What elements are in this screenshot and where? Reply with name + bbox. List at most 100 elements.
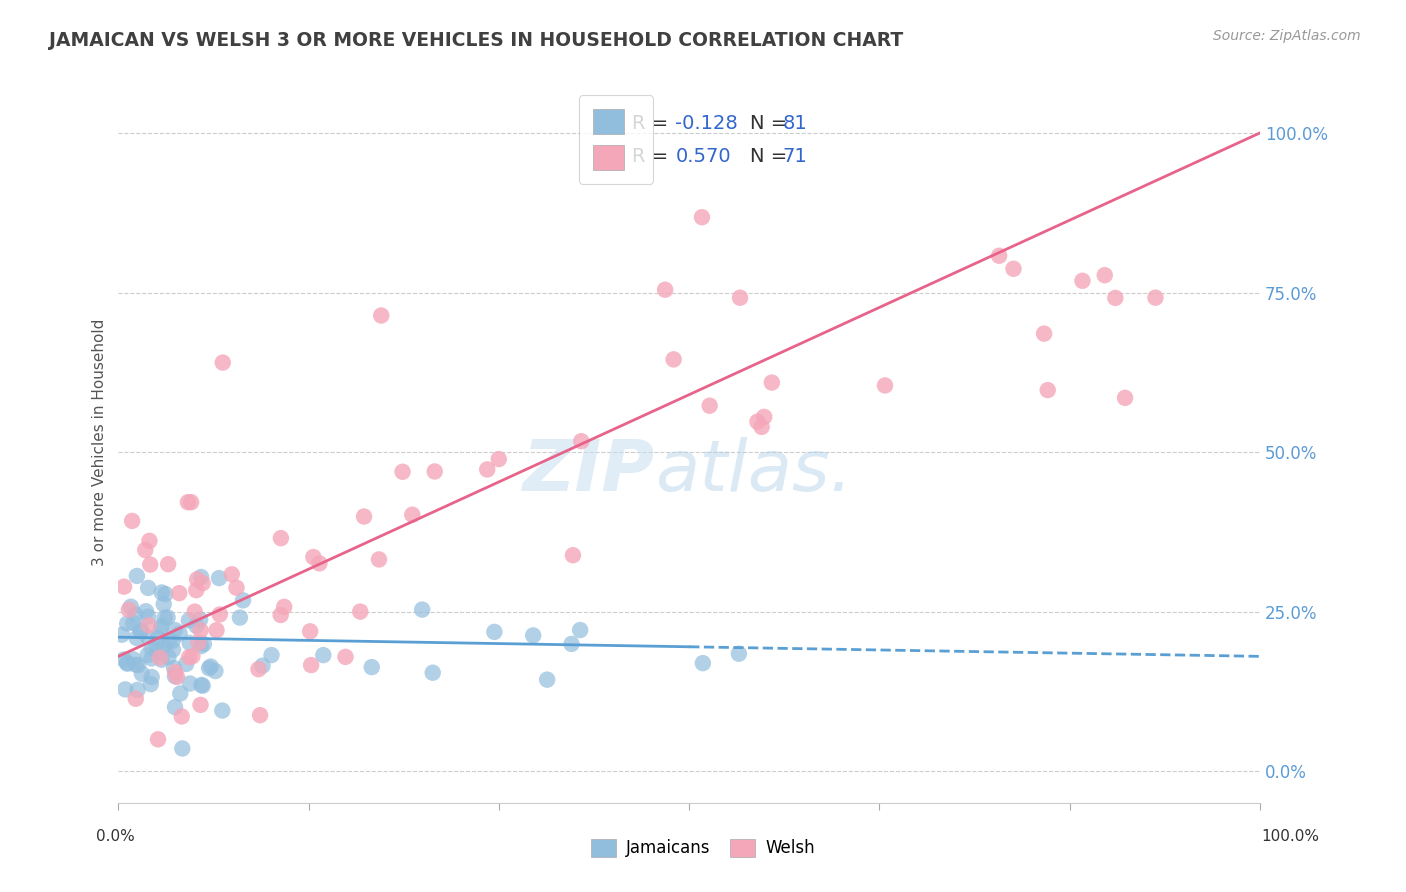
Text: Source: ZipAtlas.com: Source: ZipAtlas.com: [1213, 29, 1361, 43]
Point: [131, 666, 153, 681]
Point: [190, 639, 212, 653]
Point: [162, 634, 184, 648]
Point: [146, 644, 169, 658]
Point: [114, 682, 136, 697]
Text: 0.570: 0.570: [675, 147, 731, 166]
Point: [249, 708, 271, 723]
Point: [211, 704, 233, 718]
Point: [401, 508, 423, 522]
Point: [1033, 326, 1056, 341]
Point: [200, 659, 222, 673]
Point: [136, 609, 159, 624]
Point: [569, 434, 592, 449]
Point: [654, 283, 676, 297]
Point: [728, 647, 751, 661]
Point: [134, 543, 156, 558]
Point: [747, 415, 769, 429]
Point: [190, 678, 212, 692]
Point: [138, 618, 160, 632]
Point: [488, 452, 510, 467]
Point: [181, 649, 204, 664]
Point: [138, 533, 160, 548]
Point: [477, 462, 499, 476]
Point: [177, 495, 200, 509]
Text: 100.0%: 100.0%: [1261, 830, 1319, 844]
Point: [699, 399, 721, 413]
Point: [536, 673, 558, 687]
Point: [188, 612, 211, 626]
Point: [115, 656, 138, 670]
Point: [120, 599, 142, 614]
Point: [150, 619, 173, 633]
Point: [360, 660, 382, 674]
Point: [1104, 291, 1126, 305]
Point: [153, 610, 176, 624]
Point: [335, 649, 357, 664]
Point: [247, 662, 270, 676]
Point: [569, 623, 592, 637]
Point: [139, 677, 162, 691]
Point: [150, 585, 173, 599]
Point: [177, 614, 200, 628]
Point: [186, 572, 208, 586]
Point: [149, 650, 172, 665]
Point: [145, 637, 167, 651]
Point: [125, 691, 148, 706]
Point: [153, 640, 176, 654]
Point: [157, 633, 180, 648]
Point: [162, 642, 184, 657]
Point: [141, 651, 163, 665]
Point: [232, 593, 254, 607]
Point: [118, 602, 141, 616]
Point: [186, 583, 208, 598]
Point: [187, 635, 209, 649]
Point: [561, 637, 583, 651]
Point: [299, 658, 322, 673]
Point: [662, 352, 685, 367]
Point: [117, 657, 139, 671]
Point: [208, 607, 231, 622]
Point: [1036, 383, 1059, 397]
Point: [411, 602, 433, 616]
Point: [1002, 261, 1025, 276]
Point: [183, 605, 205, 619]
Point: [136, 648, 159, 662]
Point: [299, 624, 322, 639]
Point: [190, 570, 212, 584]
Point: [112, 652, 135, 666]
Point: [728, 291, 751, 305]
Point: [121, 514, 143, 528]
Point: [146, 732, 169, 747]
Text: 71: 71: [783, 147, 807, 166]
Point: [163, 661, 186, 675]
Point: [167, 586, 190, 600]
Point: [302, 550, 325, 565]
Point: [125, 631, 148, 645]
Legend: Jamaicans, Welsh: Jamaicans, Welsh: [585, 832, 821, 864]
Point: [127, 682, 149, 697]
Text: 81: 81: [783, 114, 807, 134]
Point: [180, 495, 202, 509]
Point: [136, 581, 159, 595]
Y-axis label: 3 or more Vehicles in Household: 3 or more Vehicles in Household: [93, 318, 107, 566]
Point: [229, 610, 252, 624]
Point: [391, 465, 413, 479]
Point: [149, 622, 172, 636]
Point: [179, 650, 201, 665]
Point: [484, 624, 506, 639]
Point: [308, 557, 330, 571]
Point: [165, 665, 187, 679]
Point: [174, 657, 197, 671]
Text: N =: N =: [749, 114, 793, 134]
Point: [141, 640, 163, 655]
Point: [146, 631, 169, 645]
Point: [125, 569, 148, 583]
Point: [204, 664, 226, 678]
Point: [166, 670, 188, 684]
Point: [172, 741, 194, 756]
Text: R =: R =: [633, 114, 675, 134]
Point: [260, 648, 283, 662]
Point: [751, 420, 773, 434]
Point: [152, 597, 174, 611]
Point: [155, 587, 177, 601]
